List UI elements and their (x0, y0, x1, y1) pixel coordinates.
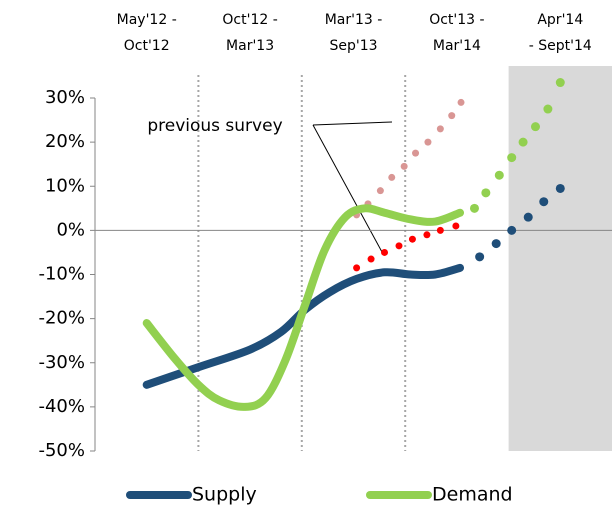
forecast-point (530, 122, 540, 132)
forecast-point (523, 212, 533, 222)
y-tick-label: -20% (38, 308, 85, 329)
y-tick-label: 10% (45, 175, 85, 196)
y-tick-label: -40% (38, 396, 85, 417)
annotation-leader (312, 121, 393, 126)
previous-survey-point (424, 138, 432, 146)
forecast-point (518, 137, 528, 147)
annotation-leader (312, 124, 383, 253)
annotation: previous survey (147, 116, 282, 136)
previous-survey-point (376, 187, 384, 195)
column-header: Oct'12 - (222, 12, 277, 28)
previous-survey-point (408, 235, 416, 243)
previous-survey-point (388, 173, 396, 181)
previous-survey-point (353, 264, 361, 272)
legend-label: Supply (192, 484, 257, 506)
previous-survey-point (412, 149, 420, 157)
y-tick-label: 30% (45, 87, 85, 108)
forecast-point (469, 203, 479, 213)
column-header: May'12 - (117, 12, 177, 28)
forecast-point (507, 225, 517, 235)
y-tick-label: -10% (38, 264, 85, 285)
legend-label: Demand (432, 484, 513, 506)
forecast-point (475, 252, 485, 262)
previous-survey-point (457, 98, 465, 106)
forecast-point (481, 188, 491, 198)
column-header: Oct'12 (124, 38, 170, 54)
forecast-point (494, 170, 504, 180)
previous-survey-point (448, 112, 456, 120)
previous-survey-point (367, 255, 375, 263)
column-header: Mar'13 - (325, 12, 383, 28)
series-line (142, 204, 465, 411)
column-header: Mar'13 (226, 38, 274, 54)
column-header: Oct'13 - (429, 12, 484, 28)
previous-survey-point (395, 242, 403, 250)
forecast-point (507, 153, 517, 163)
forecast-point (555, 78, 565, 88)
forecast-point (539, 197, 549, 207)
column-header: Apr'14 (537, 12, 583, 28)
column-header: Mar'14 (433, 38, 481, 54)
forecast-point (491, 239, 501, 249)
y-tick-label: 0% (56, 219, 85, 240)
previous-survey-point (400, 162, 408, 170)
y-tick-label: -30% (38, 352, 85, 373)
column-header: - Sept'14 (529, 38, 592, 54)
forecast-point (543, 104, 553, 114)
previous-survey-point (423, 231, 431, 239)
previous-survey-point (436, 226, 444, 234)
previous-survey-point (452, 222, 460, 230)
column-header: Sep'13 (329, 38, 377, 54)
forecast-region (508, 66, 612, 451)
series-line (142, 263, 465, 389)
forecast-point (555, 183, 565, 193)
y-tick-label: -50% (38, 440, 85, 461)
previous-survey-point (436, 125, 444, 133)
previous-survey-point (381, 248, 389, 256)
y-tick-label: 20% (45, 131, 85, 152)
